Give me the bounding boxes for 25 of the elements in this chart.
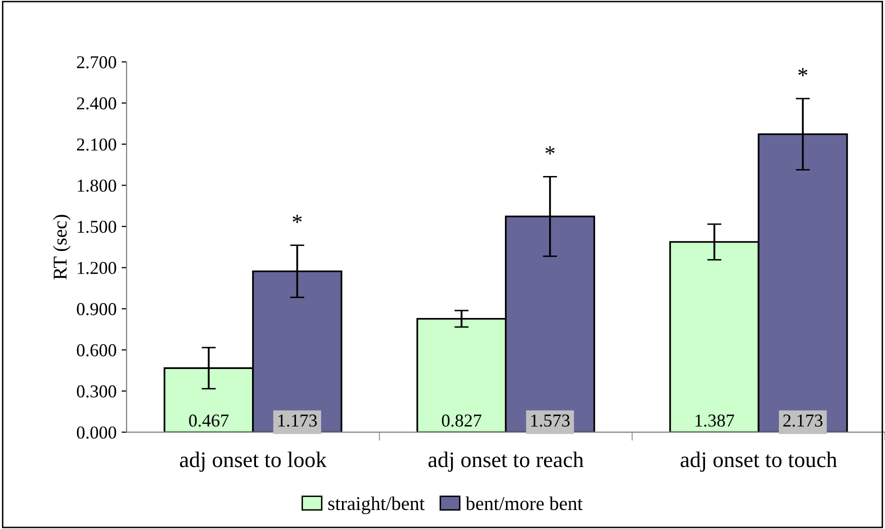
data-label: 0.827 bbox=[442, 414, 482, 427]
y-axis-title: RT (sec) bbox=[53, 214, 71, 280]
y-tick-label: 1.200 bbox=[78, 262, 116, 274]
y-tick-label: 1.500 bbox=[78, 220, 116, 233]
y-tick-label: 2.100 bbox=[77, 138, 116, 151]
data-label: 0.467 bbox=[189, 414, 229, 427]
x-tick-label: adj onset to reach bbox=[428, 452, 584, 472]
annotation: * bbox=[546, 146, 555, 154]
y-tick-label: 0.900 bbox=[76, 303, 116, 316]
data-label: 1.573 bbox=[531, 414, 570, 427]
y-tick-label: 2.400 bbox=[77, 97, 116, 110]
y-tick-label: 0.300 bbox=[76, 385, 116, 398]
y-tick-label: 0.000 bbox=[76, 426, 116, 439]
data-label: 2.173 bbox=[783, 414, 822, 427]
legend-label: straight/bent bbox=[328, 496, 425, 514]
data-label: 1.387 bbox=[696, 414, 734, 427]
y-tick-label: 1.800 bbox=[78, 180, 116, 192]
x-tick-label: adj onset to touch bbox=[680, 452, 837, 472]
data-label: 1.173 bbox=[278, 414, 317, 427]
annotation: * bbox=[798, 68, 808, 76]
y-tick-label: 0.600 bbox=[76, 344, 116, 356]
legend-label: bent/more bent bbox=[466, 496, 583, 510]
y-tick-label: 2.700 bbox=[77, 56, 116, 68]
x-tick-label: adj onset to look bbox=[180, 452, 327, 472]
annotation: * bbox=[292, 214, 302, 224]
